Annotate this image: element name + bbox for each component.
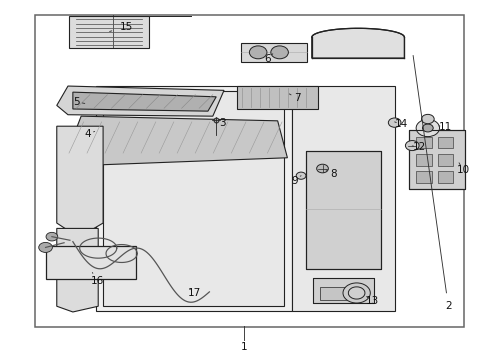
- Polygon shape: [57, 228, 98, 312]
- Polygon shape: [96, 86, 292, 311]
- Bar: [437, 154, 452, 166]
- Text: 8: 8: [325, 168, 336, 179]
- Bar: [319, 287, 346, 300]
- Bar: [408, 130, 464, 189]
- Text: 3: 3: [216, 118, 225, 128]
- Polygon shape: [73, 92, 216, 111]
- Circle shape: [415, 120, 439, 136]
- Text: 6: 6: [264, 54, 272, 64]
- Circle shape: [387, 118, 400, 127]
- Circle shape: [316, 164, 328, 173]
- Polygon shape: [57, 86, 224, 116]
- Text: 13: 13: [365, 296, 378, 306]
- Circle shape: [296, 172, 305, 179]
- Circle shape: [405, 140, 418, 150]
- Text: 7: 7: [289, 93, 300, 103]
- Polygon shape: [292, 86, 394, 311]
- Text: 12: 12: [411, 142, 425, 152]
- Polygon shape: [65, 116, 287, 165]
- Text: 1: 1: [241, 342, 247, 352]
- Circle shape: [421, 114, 433, 124]
- Circle shape: [39, 242, 52, 252]
- Bar: [437, 171, 452, 183]
- Text: 16: 16: [90, 273, 103, 286]
- Text: 14: 14: [394, 120, 407, 129]
- Text: 5: 5: [73, 97, 84, 107]
- Bar: [415, 154, 431, 166]
- Text: 17: 17: [188, 288, 201, 298]
- Polygon shape: [408, 130, 464, 189]
- Polygon shape: [305, 150, 380, 269]
- Bar: [35, 15, 463, 327]
- Text: 2: 2: [412, 55, 451, 311]
- Bar: [415, 137, 431, 148]
- Circle shape: [46, 232, 58, 241]
- Polygon shape: [69, 16, 149, 48]
- Polygon shape: [236, 86, 317, 109]
- Text: 10: 10: [455, 163, 468, 175]
- Circle shape: [270, 46, 288, 59]
- Circle shape: [422, 124, 432, 132]
- Text: 4: 4: [84, 129, 95, 139]
- Polygon shape: [312, 278, 373, 303]
- Bar: [45, 246, 136, 279]
- Bar: [437, 137, 452, 148]
- Bar: [415, 171, 431, 183]
- Polygon shape: [240, 43, 306, 62]
- Polygon shape: [311, 28, 404, 58]
- Text: 11: 11: [438, 122, 451, 132]
- Bar: [305, 150, 380, 269]
- Polygon shape: [103, 91, 283, 306]
- Text: 15: 15: [109, 22, 133, 32]
- Circle shape: [249, 46, 266, 59]
- Bar: [312, 278, 373, 303]
- Polygon shape: [57, 126, 103, 237]
- Text: 9: 9: [290, 176, 301, 186]
